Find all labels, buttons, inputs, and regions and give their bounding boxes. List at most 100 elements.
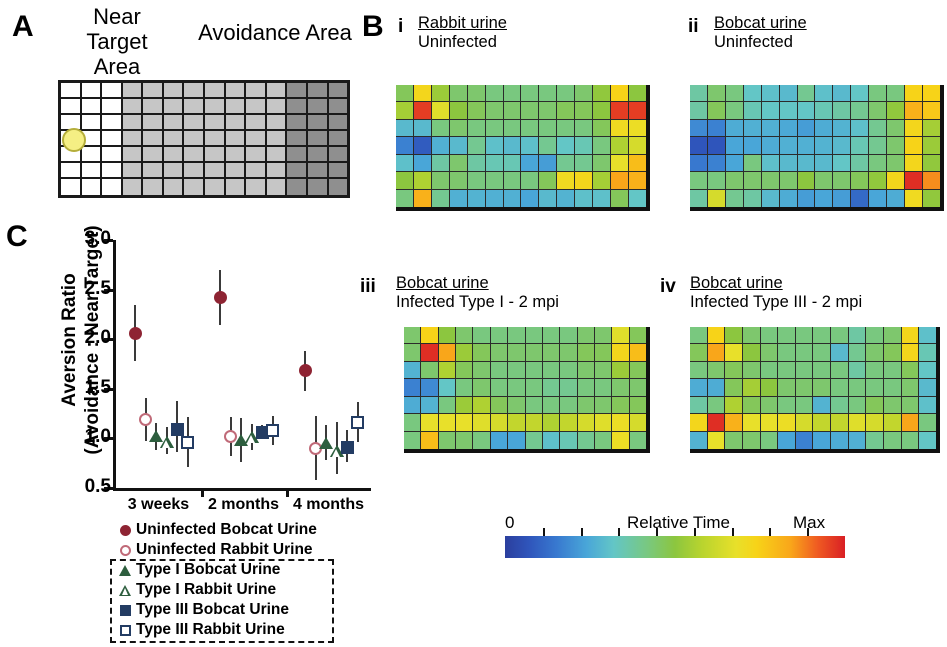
heatmap-cell bbox=[707, 379, 726, 397]
data-point-marker bbox=[266, 423, 280, 437]
heatmap-cell bbox=[742, 344, 761, 362]
heatmap-heading-i: Rabbit urine Uninfected bbox=[418, 14, 507, 52]
heatmap-cell bbox=[577, 414, 595, 432]
heatmap-cell bbox=[690, 344, 708, 362]
arena-grid-cell bbox=[163, 163, 185, 179]
arena-grid-cell bbox=[225, 163, 247, 179]
data-point-marker-inner bbox=[162, 439, 171, 448]
data-point-marker bbox=[298, 364, 312, 378]
heatmap-cell bbox=[593, 119, 612, 138]
heatmap-cell bbox=[508, 344, 526, 362]
heatmap-cell bbox=[594, 344, 613, 362]
heatmap-cell bbox=[490, 327, 509, 345]
heatmap-cell bbox=[795, 414, 814, 432]
heatmap-cell bbox=[449, 102, 468, 120]
heatmap-cell bbox=[490, 396, 509, 415]
heatmap-cell bbox=[467, 102, 486, 120]
heatmap-cell bbox=[560, 344, 578, 362]
arena-grid-cell bbox=[205, 131, 226, 147]
arena-grid-cell bbox=[184, 131, 206, 147]
heatmap-cell bbox=[815, 189, 834, 207]
heatmap-cell bbox=[690, 137, 708, 155]
arena-grid-cell bbox=[287, 179, 308, 195]
heatmap-cell bbox=[831, 431, 849, 449]
arena-grid-cell bbox=[184, 163, 206, 179]
arena-grid-cell bbox=[81, 163, 103, 179]
heatmap-cell bbox=[449, 154, 468, 173]
heatmap-cell bbox=[521, 189, 540, 207]
colorbar-ticks bbox=[505, 527, 845, 537]
heatmap-cell bbox=[725, 327, 743, 345]
arena-grid-cell bbox=[246, 83, 267, 99]
heatmap-cell bbox=[795, 379, 814, 397]
heatmap-cell bbox=[577, 379, 595, 397]
heatmap-row bbox=[396, 154, 646, 173]
heatmap-iv-bottom-rule bbox=[690, 449, 940, 453]
arena-grid-cell bbox=[266, 131, 288, 147]
x-axis-tick bbox=[286, 488, 289, 497]
heatmap-cell bbox=[449, 137, 468, 155]
y-axis-tick-label: 3.0 bbox=[84, 228, 111, 249]
heatmap-cell bbox=[707, 154, 726, 173]
heatmap-title-ii: Bobcat urine bbox=[714, 14, 807, 32]
heatmap-cell bbox=[612, 344, 630, 362]
heatmap-cell bbox=[922, 172, 940, 190]
arena-grid-cell bbox=[143, 179, 164, 195]
arena-grid-cell bbox=[266, 115, 288, 131]
heatmap-cell bbox=[628, 154, 646, 173]
arena-grid-cell bbox=[184, 147, 206, 163]
heatmap-cell bbox=[725, 119, 744, 138]
heatmap-cell bbox=[473, 431, 491, 449]
heatmap-cell bbox=[557, 189, 576, 207]
heatmap-cell bbox=[413, 189, 432, 207]
heatmap-cell bbox=[742, 396, 761, 415]
heatmap-cell bbox=[485, 119, 504, 138]
arena-grid-cell bbox=[328, 147, 348, 163]
data-point-marker bbox=[181, 435, 195, 449]
heatmap-cell bbox=[611, 102, 629, 120]
heatmap-cell bbox=[542, 361, 561, 380]
colorbar-title: Relative Time bbox=[627, 513, 730, 532]
heatmap-cell bbox=[831, 344, 849, 362]
arena-grid-cell bbox=[102, 115, 123, 131]
heatmap-cell bbox=[905, 119, 923, 138]
data-point-marker bbox=[139, 413, 153, 427]
heatmap-cell bbox=[467, 137, 486, 155]
heatmap-cell bbox=[421, 344, 439, 362]
heatmap-row bbox=[396, 137, 646, 155]
arena-grid-cell bbox=[163, 131, 185, 147]
heatmap-cell bbox=[542, 396, 561, 415]
heatmap-cell bbox=[438, 396, 457, 415]
arena-grid-cell bbox=[122, 179, 144, 195]
arena-grid-cell bbox=[81, 179, 103, 195]
heatmap-cell bbox=[560, 414, 578, 432]
heatmap-cell bbox=[707, 189, 726, 207]
heatmap-row bbox=[690, 137, 940, 155]
arena-grid-cell bbox=[163, 83, 185, 99]
heatmap-row bbox=[690, 172, 940, 190]
heatmap-cell bbox=[848, 344, 867, 362]
heatmap-cell bbox=[485, 154, 504, 173]
heatmap-row bbox=[396, 172, 646, 190]
heatmap-cell bbox=[725, 379, 743, 397]
heatmap-cell bbox=[869, 102, 888, 120]
legend-item-label: Type I Bobcat Urine bbox=[136, 561, 281, 578]
arena-grid-cell bbox=[205, 99, 226, 115]
heatmap-cell bbox=[779, 102, 798, 120]
heatmap-cell bbox=[539, 154, 558, 173]
heatmap-cell bbox=[884, 379, 902, 397]
heatmap-cell bbox=[628, 119, 646, 138]
heatmap-cell bbox=[725, 172, 744, 190]
arena-grid-cell bbox=[307, 163, 329, 179]
heatmap-cell bbox=[396, 85, 414, 103]
heatmap-cell bbox=[421, 379, 439, 397]
heatmap-cell bbox=[690, 154, 708, 173]
heatmap-cell bbox=[707, 361, 726, 380]
heatmap-cell bbox=[612, 414, 630, 432]
heatmap-row bbox=[404, 327, 647, 345]
legend-item: Type III Rabbit Urine bbox=[114, 620, 342, 640]
heatmap-i-right-rule bbox=[646, 85, 650, 207]
heatmap-cell bbox=[438, 327, 457, 345]
heatmap-cell bbox=[905, 189, 923, 207]
heatmap-cell bbox=[778, 327, 796, 345]
